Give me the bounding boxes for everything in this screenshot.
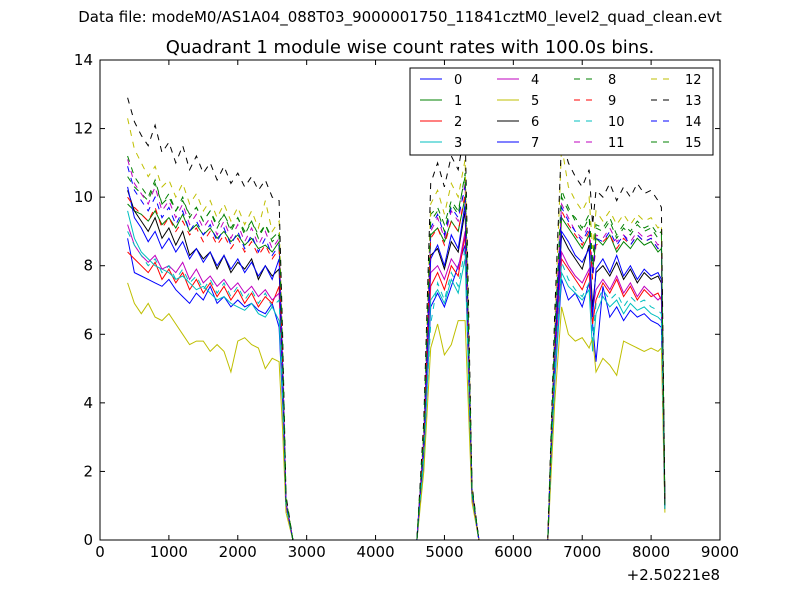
x-tick-label: 4000	[356, 543, 394, 561]
y-tick-label: 10	[74, 188, 93, 206]
legend-label-8: 8	[608, 73, 616, 88]
chart-title: Quadrant 1 module wise count rates with …	[166, 37, 655, 58]
series-line-13	[127, 97, 666, 541]
y-tick-label: 4	[83, 394, 93, 412]
y-tick-label: 12	[74, 120, 93, 138]
x-offset-label: +2.50221e8	[627, 566, 720, 584]
x-tick-label: 7000	[563, 543, 601, 561]
legend-label-5: 5	[531, 94, 539, 109]
legend-label-10: 10	[608, 115, 625, 130]
legend-label-13: 13	[685, 94, 702, 109]
legend-label-12: 12	[685, 73, 702, 88]
legend-label-15: 15	[685, 136, 702, 151]
x-tick-label: 3000	[288, 543, 326, 561]
legend-label-14: 14	[685, 115, 702, 130]
series-line-9	[127, 193, 666, 541]
x-tick-label: 6000	[494, 543, 532, 561]
legend-label-4: 4	[531, 73, 539, 88]
legend-label-0: 0	[454, 73, 462, 88]
ticks-layer: 0 1000 2000 3000 4000 5000 6000 7000 8000 9000 0 2 4…	[74, 51, 739, 561]
x-tick-label: 0	[95, 543, 105, 561]
figure-suptitle: Data file: modeM0/AS1A04_088T03_90000017…	[78, 8, 722, 26]
legend-label-9: 9	[608, 94, 616, 109]
y-tick-label: 8	[83, 257, 93, 275]
y-tick-label: 6	[83, 325, 93, 343]
axes-frame	[99, 59, 721, 541]
x-tick-label: 2000	[219, 543, 257, 561]
x-tick-label: 5000	[425, 543, 463, 561]
x-tick-label: 9000	[701, 543, 739, 561]
legend-label-7: 7	[531, 136, 539, 151]
legend-label-2: 2	[454, 115, 462, 130]
legend-label-6: 6	[531, 115, 539, 130]
y-tick-label: 0	[83, 531, 93, 549]
series-line-15	[127, 155, 666, 541]
y-tick-label: 14	[74, 51, 93, 69]
x-tick-label: 8000	[632, 543, 670, 561]
legend-box	[409, 67, 714, 156]
y-tick-label: 2	[83, 462, 93, 480]
legend-label-3: 3	[454, 136, 462, 151]
x-tick-label: 1000	[150, 543, 188, 561]
legend-label-11: 11	[608, 136, 625, 151]
legend-label-1: 1	[454, 94, 462, 109]
